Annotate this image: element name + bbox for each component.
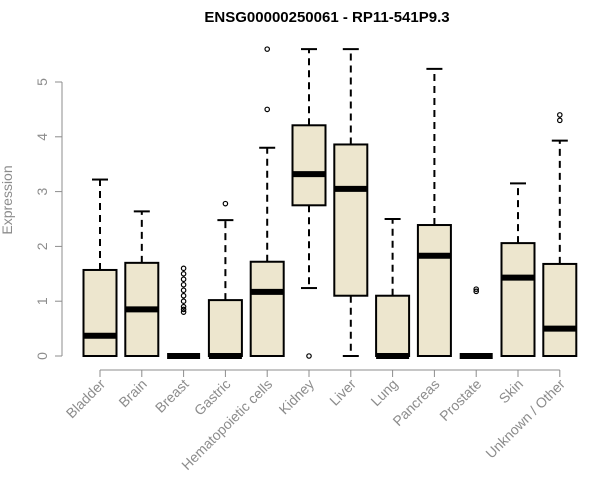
y-tick-label: 2: [34, 242, 50, 250]
outlier-point: [180, 265, 187, 272]
box-prostate: [459, 286, 493, 359]
box-body: [333, 143, 369, 297]
box-kidney: [291, 48, 327, 359]
y-axis-label: Expression: [0, 165, 15, 234]
outlier-point: [180, 270, 187, 277]
x-tick-label: Liver: [326, 376, 359, 409]
box-series: [82, 46, 578, 359]
box-breast: [167, 265, 201, 359]
outlier-point: [180, 287, 187, 294]
box-skin: [500, 182, 536, 357]
outlier-point: [180, 309, 187, 315]
outlier-point: [264, 106, 271, 113]
box-brain: [124, 210, 160, 357]
x-tick-label: Kidney: [276, 376, 318, 418]
box-body: [542, 262, 578, 358]
box-liver: [333, 48, 369, 357]
box-lung: [375, 218, 411, 359]
outlier-point: [222, 200, 229, 207]
outlier-point: [180, 276, 187, 283]
box-body: [500, 242, 536, 357]
outlier-point: [180, 281, 187, 288]
outlier-point: [473, 286, 480, 292]
y-tick-label: 4: [34, 133, 50, 141]
box-body: [375, 294, 411, 357]
x-tick-label: Lung: [367, 376, 400, 409]
x-tick-label: Brain: [115, 376, 149, 410]
y-tick-label: 5: [34, 78, 50, 86]
outlier-point: [180, 306, 187, 313]
box-bladder: [82, 178, 118, 357]
box-body: [291, 124, 327, 207]
y-tick-label: 0: [34, 352, 50, 360]
x-tick-label: Bladder: [63, 376, 109, 422]
outlier-point: [264, 46, 271, 52]
outlier-point: [473, 288, 480, 295]
box-gastric: [207, 200, 243, 359]
box-body: [207, 299, 243, 358]
outlier-point: [180, 292, 187, 299]
outlier-point: [180, 303, 187, 310]
box-unknown-other: [542, 112, 578, 358]
box-body: [82, 268, 118, 357]
y-axis: 0 1 2 3 4 5: [34, 78, 63, 360]
y-tick-label: 3: [34, 187, 50, 195]
x-tick-label: Prostate: [436, 376, 484, 424]
box-body: [416, 224, 452, 357]
outlier-point: [556, 112, 563, 118]
box-hematopoietic-cells: [249, 46, 285, 357]
box-pancreas: [416, 67, 452, 357]
outlier-point: [306, 353, 312, 359]
x-tick-label: Skin: [496, 376, 527, 407]
box-body: [249, 260, 285, 357]
chart-title: ENSG00000250061 - RP11-541P9.3: [204, 9, 449, 26]
x-tick-label: Unknown / Other: [482, 376, 568, 462]
outlier-point: [180, 298, 187, 305]
outlier-point: [556, 117, 563, 124]
x-tick-label: Breast: [152, 376, 192, 416]
y-tick-label: 1: [34, 297, 50, 305]
